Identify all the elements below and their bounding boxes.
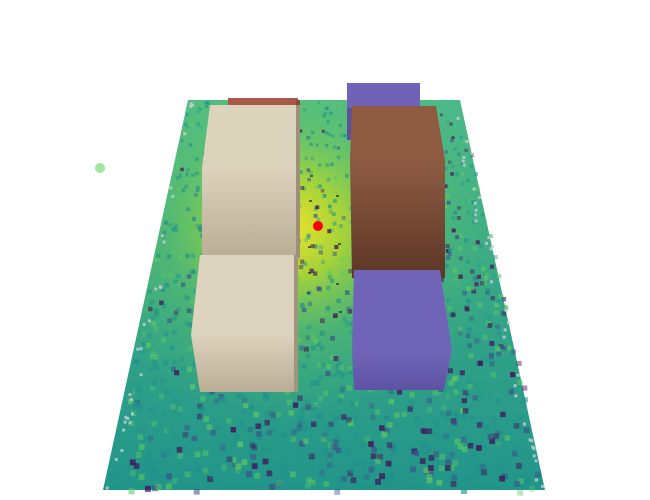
block-front-left-lower bbox=[191, 255, 298, 392]
block-front-left-upper bbox=[202, 105, 300, 258]
receiver-point bbox=[95, 163, 105, 173]
block-back-right bbox=[347, 83, 420, 140]
corridor-marks bbox=[307, 175, 342, 313]
heatmap-floor bbox=[103, 100, 545, 496]
block-right-brown bbox=[350, 106, 445, 278]
block-right-purple bbox=[352, 270, 452, 390]
transmitter-point bbox=[313, 221, 323, 231]
